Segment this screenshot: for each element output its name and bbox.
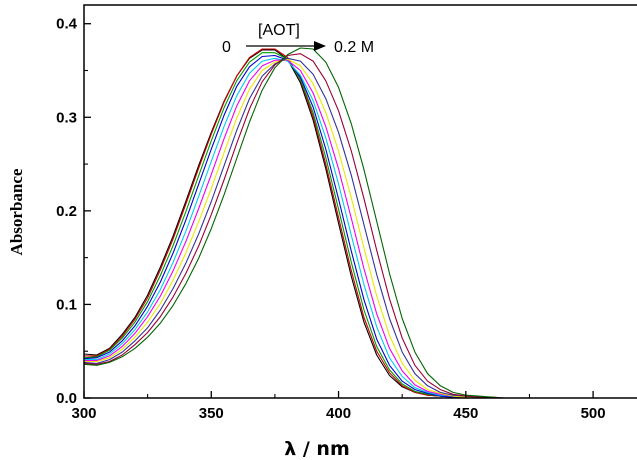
spectrum-line-8 xyxy=(83,57,637,399)
spectrum-line-9 xyxy=(83,53,637,399)
y-tick-label: 0.3 xyxy=(56,109,77,126)
y-tick-label: 0.4 xyxy=(56,16,78,33)
annotation-end-label: 0.2 M xyxy=(334,39,374,56)
plot-frame xyxy=(83,4,637,399)
y-tick-label: 0.2 xyxy=(56,203,77,220)
y-tick-label: 0.0 xyxy=(56,390,77,407)
x-tick-label: 400 xyxy=(326,405,351,422)
y-axis-ticks: 0.0 0.1 0.2 0.3 0.4 xyxy=(56,16,91,407)
spectrum-line-1 xyxy=(83,49,637,399)
spectrum-line-6 xyxy=(84,59,637,399)
annotation-arrow-head xyxy=(314,41,326,51)
x-tick-label: 350 xyxy=(199,405,224,422)
x-axis-ticks: 300 350 400 450 500 xyxy=(71,391,606,422)
aot-annotation: 0 [AOT] 0.2 M xyxy=(222,22,374,56)
spectra-curves xyxy=(83,47,637,399)
y-axis-title: Absorbance xyxy=(7,168,26,255)
x-tick-label: 300 xyxy=(71,405,96,422)
annotation-arrow-label: [AOT] xyxy=(258,22,300,39)
x-axis-title: λ / nm xyxy=(284,438,350,460)
spectrum-line-7 xyxy=(84,58,637,399)
x-tick-label: 450 xyxy=(453,405,478,422)
spectrum-line-10 xyxy=(83,47,637,399)
spectrum-line-3 xyxy=(83,52,637,399)
x-tick-label: 500 xyxy=(581,405,606,422)
spectrum-line-2 xyxy=(84,48,637,399)
y-tick-label: 0.1 xyxy=(56,296,77,313)
spectrum-line-5 xyxy=(84,57,637,399)
annotation-start-label: 0 xyxy=(222,39,231,56)
spectrum-line-4 xyxy=(83,54,637,399)
